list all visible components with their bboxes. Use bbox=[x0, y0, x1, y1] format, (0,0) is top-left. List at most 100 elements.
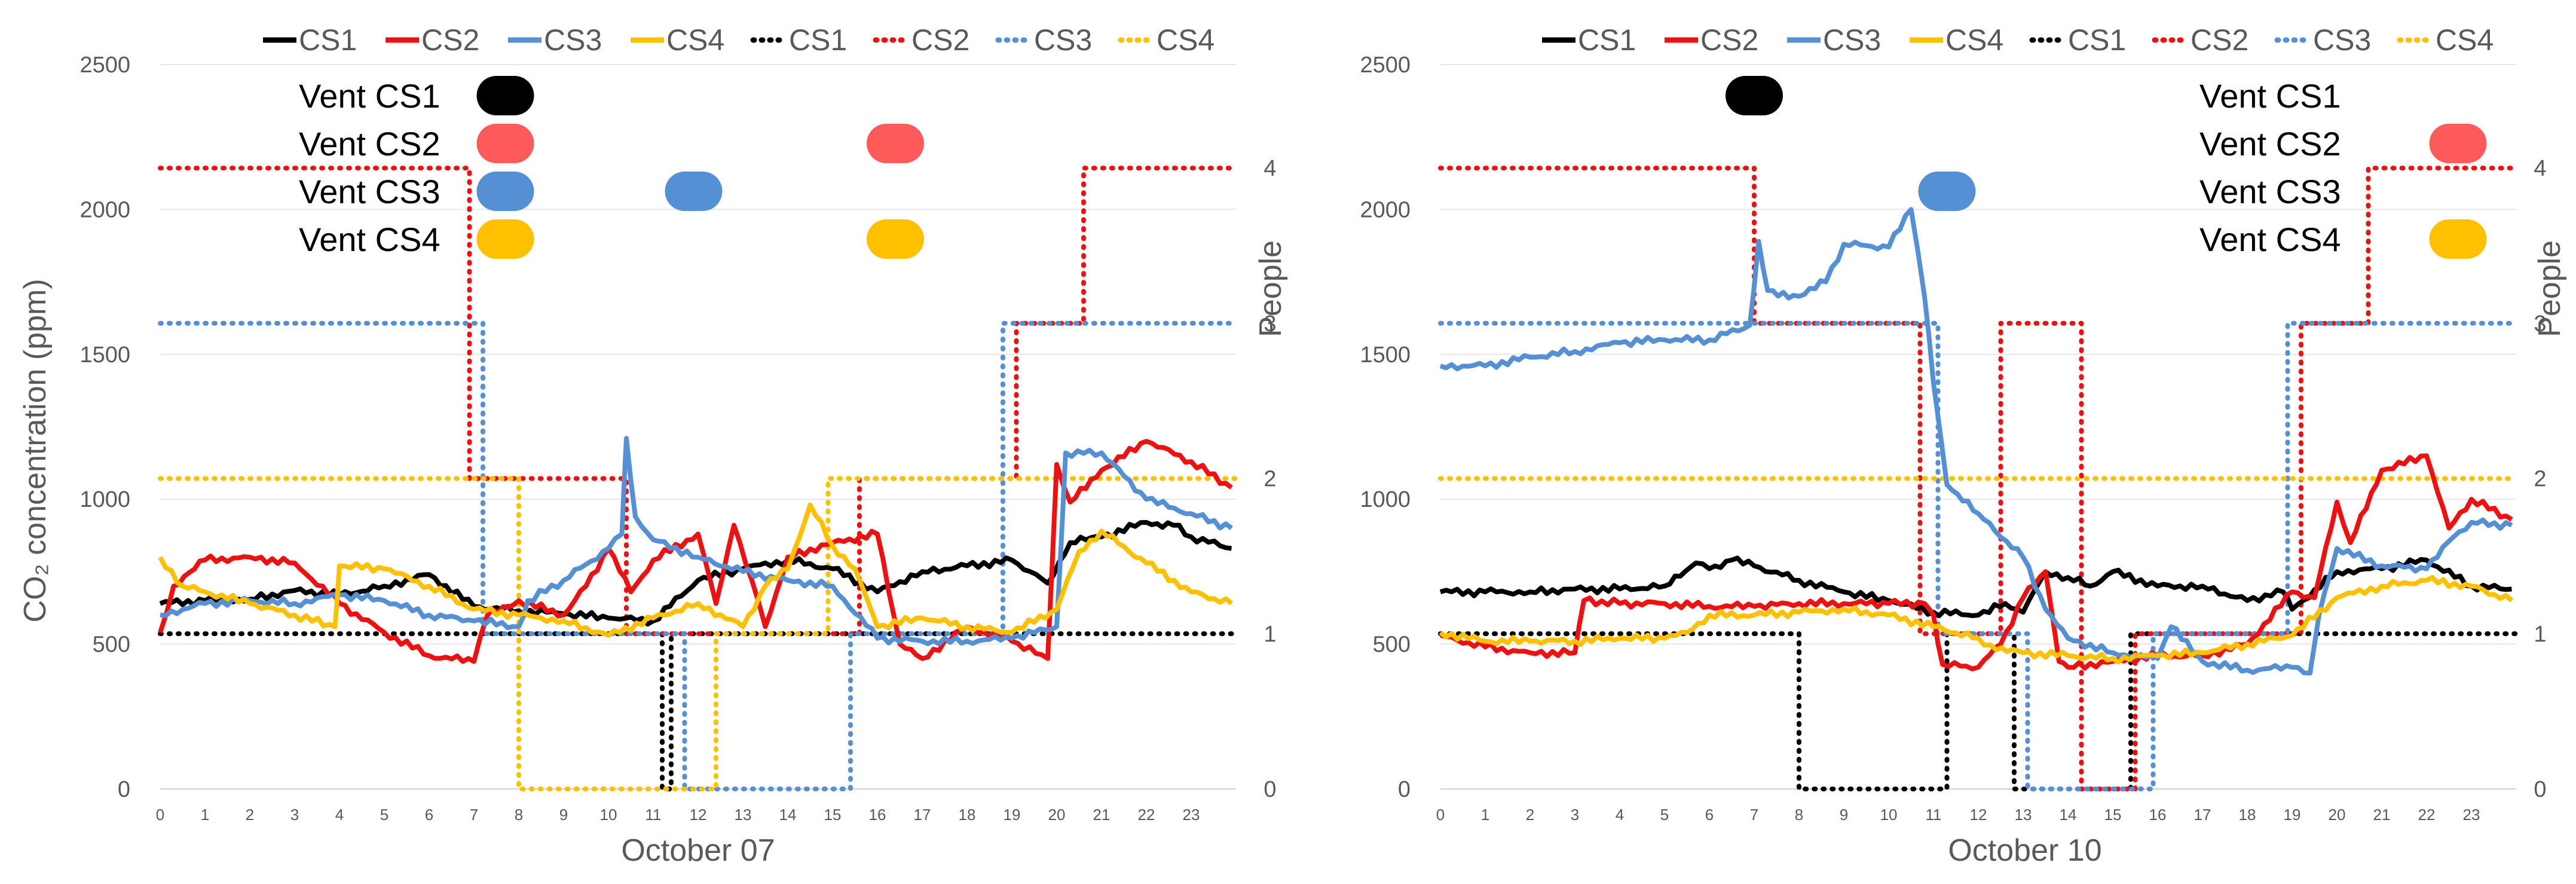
vent-marker-ventcs4 bbox=[476, 219, 534, 259]
x-tick-label: 23 bbox=[2463, 806, 2480, 824]
x-tick-label: 17 bbox=[2194, 806, 2211, 824]
y-tick-label: 0 bbox=[1398, 777, 1411, 802]
y2-axis-title: People bbox=[2532, 240, 2567, 337]
x-tick-label: 7 bbox=[470, 806, 478, 824]
x-tick-label: 5 bbox=[1660, 806, 1669, 824]
vent-marker-ventcs3 bbox=[1918, 172, 1976, 211]
y-tick-label: 1000 bbox=[1360, 487, 1411, 512]
y-tick-label: 2000 bbox=[79, 197, 130, 222]
x-tick-label: 20 bbox=[1048, 806, 1066, 824]
legend-label: CS3 bbox=[1823, 23, 1881, 57]
vent-marker-ventcs3 bbox=[665, 172, 723, 211]
y-tick-label: 500 bbox=[1373, 632, 1411, 657]
y2-tick-label: 3 bbox=[1263, 311, 1276, 337]
legend-label: CS4 bbox=[1945, 23, 2003, 57]
x-tick-label: 8 bbox=[515, 806, 523, 824]
co2-line-cs2 bbox=[158, 439, 1233, 664]
legend-label: CS4 bbox=[2436, 23, 2494, 57]
x-tick-label: 15 bbox=[2104, 806, 2122, 824]
y2-tick-label: 0 bbox=[2534, 777, 2546, 802]
vent-label-cs2: Vent CS2 bbox=[299, 125, 440, 163]
x-tick-label: 2 bbox=[246, 806, 254, 824]
x-tick-label: 16 bbox=[2149, 806, 2167, 824]
legend-label: CS2 bbox=[911, 23, 969, 57]
y-tick-label: 2500 bbox=[79, 53, 130, 78]
x-tick-label: 20 bbox=[2329, 806, 2346, 824]
x-tick-label: 17 bbox=[914, 806, 931, 824]
x-tick-label: 1 bbox=[201, 806, 209, 824]
y-tick-label: 500 bbox=[93, 632, 130, 657]
vent-label-cs4: Vent CS4 bbox=[299, 221, 440, 258]
x-tick-label: 18 bbox=[2239, 806, 2256, 824]
x-tick-label: 2 bbox=[1526, 806, 1534, 824]
people-line-cs1 bbox=[158, 631, 1238, 791]
y2-tick-label: 1 bbox=[2534, 622, 2546, 647]
people-line-cs4 bbox=[158, 476, 1238, 791]
y-tick-label: 2500 bbox=[1360, 53, 1411, 78]
y2-tick-label: 3 bbox=[2534, 311, 2546, 337]
x-tick-label: 15 bbox=[824, 806, 842, 824]
x-tick-label: 4 bbox=[1616, 806, 1624, 824]
vent-label-cs1: Vent CS1 bbox=[2199, 77, 2341, 115]
x-tick-label: 11 bbox=[645, 806, 662, 824]
vent-marker-ventcs2 bbox=[867, 124, 924, 163]
x-tick-label: 0 bbox=[156, 806, 164, 824]
x-tick-label: 1 bbox=[1481, 806, 1489, 824]
y2-tick-label: 1 bbox=[1263, 622, 1276, 647]
y-tick-label: 2000 bbox=[1360, 197, 1411, 222]
x-tick-label: 7 bbox=[1750, 806, 1758, 824]
legend-label: CS1 bbox=[789, 23, 847, 57]
legend-label: CS4 bbox=[1157, 23, 1214, 57]
x-tick-label: 10 bbox=[600, 806, 617, 824]
legend-label: CS1 bbox=[299, 23, 357, 57]
x-tick-label: 6 bbox=[1705, 806, 1714, 824]
vent-label-cs3: Vent CS3 bbox=[299, 173, 440, 210]
x-tick-label: 22 bbox=[2418, 806, 2436, 824]
y2-tick-label: 4 bbox=[2534, 156, 2546, 181]
x-tick-label: 22 bbox=[1138, 806, 1155, 824]
vent-marker-ventcs2 bbox=[476, 124, 534, 163]
legend-label: CS1 bbox=[1578, 23, 1636, 57]
x-tick-label: 10 bbox=[1880, 806, 1898, 824]
y2-axis-title: People bbox=[1253, 240, 1288, 337]
vent-label-cs3: Vent CS3 bbox=[2199, 173, 2341, 210]
x-tick-label: 4 bbox=[335, 806, 344, 824]
legend-label: CS4 bbox=[666, 23, 724, 57]
legend-label: CS2 bbox=[1700, 23, 1758, 57]
vent-label-cs2: Vent CS2 bbox=[2199, 125, 2341, 163]
vent-label-cs1: Vent CS1 bbox=[299, 77, 440, 115]
y-tick-label: 1500 bbox=[1360, 342, 1411, 368]
y2-tick-label: 2 bbox=[1263, 467, 1276, 492]
legend-label: CS2 bbox=[421, 23, 479, 57]
x-tick-label: 12 bbox=[690, 806, 707, 824]
legend: CS1 CS2 CS3 CS4 CS1 CS2 CS3 CS4 bbox=[1542, 23, 2494, 57]
x-tick-label: 16 bbox=[869, 806, 886, 824]
x-tick-label: 14 bbox=[2060, 806, 2077, 824]
people-line-cs3 bbox=[1438, 320, 2519, 791]
x-tick-label: 21 bbox=[1093, 806, 1110, 824]
x-tick-label: 13 bbox=[2015, 806, 2032, 824]
x-tick-label: 19 bbox=[1004, 806, 1021, 824]
x-tick-label: 5 bbox=[380, 806, 388, 824]
x-tick-label: 8 bbox=[1795, 806, 1803, 824]
y2-tick-label: 2 bbox=[2534, 467, 2546, 492]
co2-line-cs2 bbox=[1440, 453, 2513, 672]
x-tick-label: 13 bbox=[735, 806, 752, 824]
vent-marker-ventcs1 bbox=[1726, 76, 1783, 115]
vent-marker-ventcs2 bbox=[2429, 124, 2487, 163]
x-tick-label: 9 bbox=[559, 806, 568, 824]
x-tick-label: 21 bbox=[2373, 806, 2391, 824]
co2-line-cs1 bbox=[1439, 555, 2512, 619]
legend-label: CS3 bbox=[544, 23, 602, 57]
vent-marker-ventcs4 bbox=[867, 219, 924, 259]
vent-marker-ventcs4 bbox=[2429, 219, 2487, 259]
people-line-cs2 bbox=[158, 166, 1238, 637]
people-line-cs1 bbox=[1438, 631, 2519, 791]
legend-label: CS3 bbox=[1034, 23, 1092, 57]
y-tick-label: 0 bbox=[118, 777, 130, 802]
legend-label: CS2 bbox=[2190, 23, 2248, 57]
legend: CS1 CS2 CS3 CS4 CS1 CS2 CS3 CS4 bbox=[263, 23, 1214, 57]
